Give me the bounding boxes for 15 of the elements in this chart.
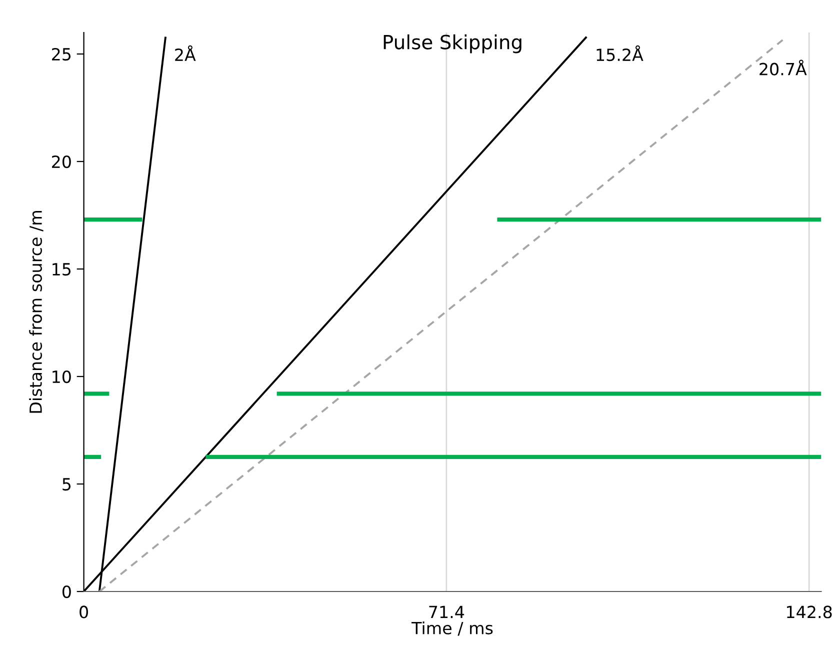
- chart-title: Pulse Skipping: [384, 34, 522, 54]
- y-tick-label: 0: [62, 585, 71, 598]
- series-label: 2Å: [175, 45, 196, 61]
- series-label: 15.2Å: [596, 45, 644, 62]
- y-tick-label: 10: [52, 370, 71, 384]
- x-axis-title: Time / ms: [412, 622, 493, 636]
- y-axis-title: Distance from source /m: [29, 211, 44, 413]
- series-label: 20.7Å: [760, 60, 807, 76]
- y-tick-label: 20: [52, 155, 71, 168]
- y-tick-label: 15: [52, 263, 71, 276]
- x-tick-label: 0: [80, 606, 88, 618]
- y-tick-label: 5: [62, 478, 71, 491]
- x-tick-label: 142.8: [787, 606, 832, 618]
- x-tick-label: 71.4: [429, 606, 464, 618]
- y-tick-label: 25: [52, 48, 71, 61]
